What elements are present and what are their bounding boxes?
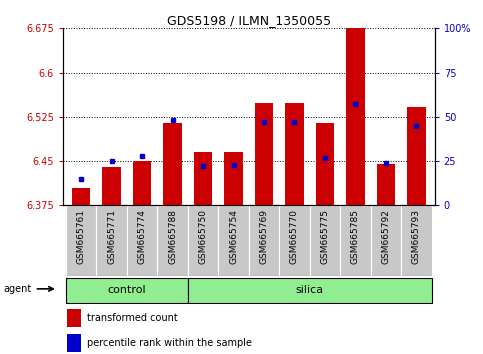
Bar xyxy=(377,164,395,205)
Bar xyxy=(188,205,218,276)
Bar xyxy=(188,278,432,303)
Bar xyxy=(67,334,82,352)
Bar xyxy=(370,205,401,276)
Bar xyxy=(66,278,188,303)
Text: GSM665769: GSM665769 xyxy=(259,209,269,264)
Bar xyxy=(127,205,157,276)
Bar xyxy=(133,161,151,205)
Bar xyxy=(218,205,249,276)
Bar xyxy=(157,205,188,276)
Bar xyxy=(285,103,304,205)
Text: GSM665750: GSM665750 xyxy=(199,209,208,264)
Bar xyxy=(67,309,82,327)
Bar xyxy=(249,205,279,276)
Bar xyxy=(310,205,340,276)
Bar xyxy=(401,205,432,276)
Bar xyxy=(255,103,273,205)
Text: percentile rank within the sample: percentile rank within the sample xyxy=(87,338,252,348)
Text: GSM665774: GSM665774 xyxy=(138,209,146,264)
Bar xyxy=(340,205,370,276)
Bar xyxy=(194,152,212,205)
Text: GSM665775: GSM665775 xyxy=(320,209,329,264)
Text: GSM665754: GSM665754 xyxy=(229,209,238,264)
Bar xyxy=(225,152,242,205)
Bar xyxy=(163,123,182,205)
Text: GSM665792: GSM665792 xyxy=(382,209,390,264)
Bar xyxy=(102,167,121,205)
Bar xyxy=(316,123,334,205)
Text: GSM665771: GSM665771 xyxy=(107,209,116,264)
Text: GSM665788: GSM665788 xyxy=(168,209,177,264)
Bar xyxy=(279,205,310,276)
Text: agent: agent xyxy=(3,284,31,294)
Text: GSM665785: GSM665785 xyxy=(351,209,360,264)
Text: transformed count: transformed count xyxy=(87,313,178,323)
Text: GSM665761: GSM665761 xyxy=(77,209,85,264)
Text: silica: silica xyxy=(296,285,324,295)
Bar xyxy=(407,107,426,205)
Bar xyxy=(72,188,90,205)
Bar xyxy=(66,205,96,276)
Bar xyxy=(346,28,365,205)
Text: GSM665793: GSM665793 xyxy=(412,209,421,264)
Title: GDS5198 / ILMN_1350055: GDS5198 / ILMN_1350055 xyxy=(167,14,331,27)
Bar xyxy=(96,205,127,276)
Text: control: control xyxy=(108,285,146,295)
Text: GSM665770: GSM665770 xyxy=(290,209,299,264)
